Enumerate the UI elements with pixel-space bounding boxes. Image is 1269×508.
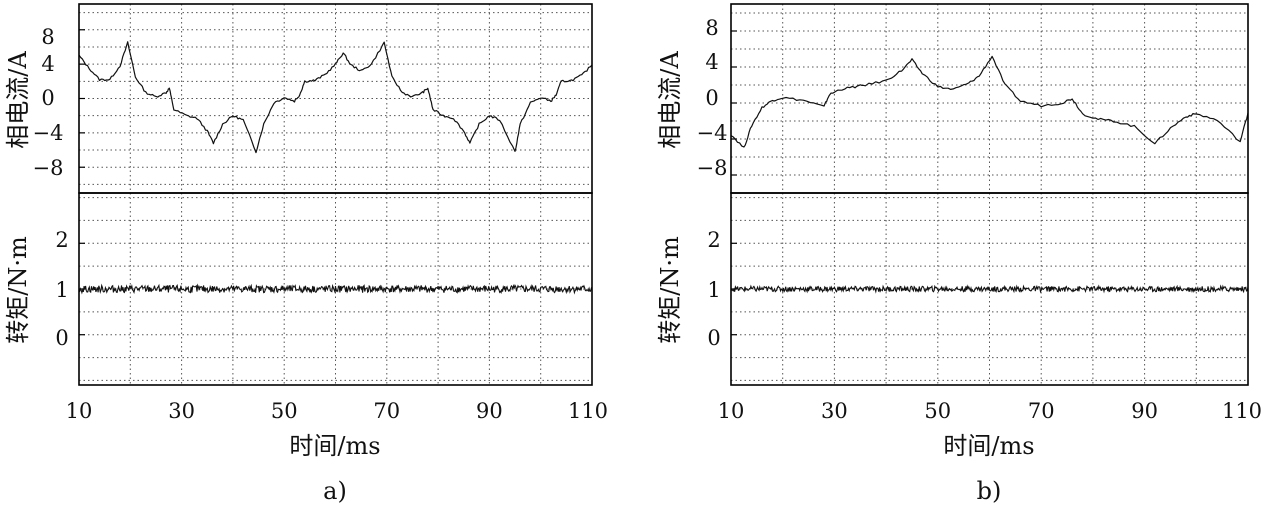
panel-b-xtick: 30 <box>821 399 848 423</box>
panel-b-current-series-line <box>730 55 1249 148</box>
panel-a-torque-ytick: 0 <box>55 326 68 350</box>
panel-a-torque-ylabel: 转矩/N·m <box>4 236 32 344</box>
panel-a-current-ytick: 4 <box>41 52 54 76</box>
panel-a: 8 4 0 −4 −8 2 1 0 10 30 50 70 90 110 相电流… <box>4 3 609 505</box>
panel-b-torque-plot-frame <box>730 192 1249 386</box>
panel-a-current-series-line <box>78 41 593 154</box>
panel-a-current-ytick: −8 <box>33 156 64 180</box>
panel-a-current-ytick: 0 <box>41 86 54 110</box>
panel-b-torque-ytick: 1 <box>707 278 720 302</box>
panel-a-xlabel: 时间/ms <box>289 432 380 460</box>
panel-b-caption: b) <box>977 477 1002 505</box>
panel-a-xtick: 110 <box>568 399 608 423</box>
panel-a-torque-ytick: 1 <box>55 278 68 302</box>
panel-a-current-ytick: −4 <box>33 121 64 145</box>
panel-b-torque-ylabel: 转矩/N·m <box>656 236 684 344</box>
panel-b-xlabel: 时间/ms <box>943 432 1034 460</box>
panel-a-current-ytick: 8 <box>41 25 54 49</box>
panel-b: 8 4 0 −4 −8 2 1 0 10 30 50 70 90 110 相电流… <box>656 3 1263 505</box>
panel-b-current-ytick: −8 <box>697 156 728 180</box>
panel-a-xtick: 50 <box>271 399 298 423</box>
panel-a-caption: a) <box>323 477 347 505</box>
panel-b-current-ytick: −4 <box>697 121 728 145</box>
panel-b-current-ytick: 4 <box>705 50 718 74</box>
panel-b-xtick: 70 <box>1028 399 1055 423</box>
panel-b-torque-ytick: 0 <box>707 326 720 350</box>
panel-b-xtick: 110 <box>1222 399 1262 423</box>
panel-b-current-ylabel: 相电流/A <box>656 51 684 149</box>
panel-b-current-ytick: 0 <box>705 86 718 110</box>
panel-a-torque-series-line <box>78 283 593 295</box>
panel-b-xtick: 50 <box>924 399 951 423</box>
panel-a-xtick: 90 <box>476 399 503 423</box>
panel-b-torque-ytick: 2 <box>707 228 720 252</box>
panel-a-torque-plot-frame <box>78 192 593 386</box>
panel-a-current-ylabel: 相电流/A <box>4 51 32 149</box>
panel-b-torque-series-line <box>730 284 1249 294</box>
panel-b-xtick: 90 <box>1131 399 1158 423</box>
panel-a-xtick: 10 <box>66 399 93 423</box>
panel-a-xtick: 30 <box>168 399 195 423</box>
panel-b-current-ytick: 8 <box>705 16 718 40</box>
panel-a-torque-ytick: 2 <box>55 228 68 252</box>
panel-a-xtick: 70 <box>373 399 400 423</box>
panel-a-ticks: 8 4 0 −4 −8 2 1 0 10 30 50 70 90 110 <box>33 25 609 423</box>
panel-a-data <box>78 29 593 336</box>
panel-b-data <box>730 30 1249 336</box>
panel-b-grid <box>731 4 1248 385</box>
panel-b-xtick: 10 <box>718 399 745 423</box>
panel-a-grid <box>79 4 592 385</box>
panel-b-ticks: 8 4 0 −4 −8 2 1 0 10 30 50 70 90 110 <box>697 16 1263 423</box>
